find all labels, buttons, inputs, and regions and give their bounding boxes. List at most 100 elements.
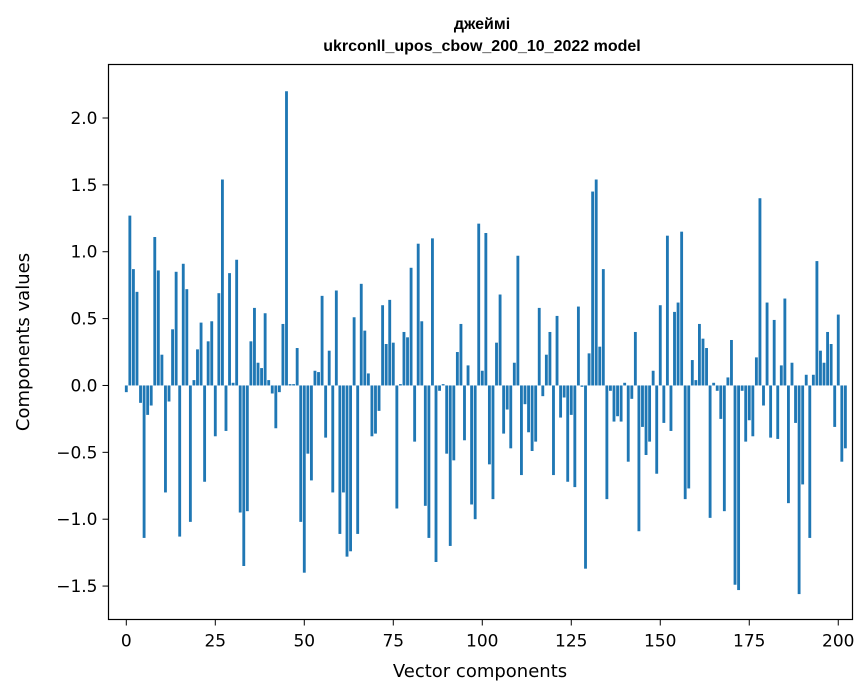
- bar: [612, 385, 616, 422]
- bar: [260, 368, 263, 386]
- bar-series: [124, 91, 847, 595]
- x-tick-label: 75: [382, 632, 404, 652]
- bar: [726, 377, 730, 386]
- bar: [416, 243, 420, 386]
- bar: [712, 382, 716, 386]
- bar: [313, 370, 317, 386]
- bar: [331, 385, 335, 493]
- bar: [395, 385, 399, 509]
- bar: [644, 385, 648, 455]
- bar: [302, 385, 306, 573]
- bar: [292, 384, 296, 386]
- bar: [349, 385, 352, 552]
- bar: [730, 339, 733, 386]
- bar: [598, 346, 602, 386]
- plot-frame: [107, 63, 854, 621]
- bar: [224, 385, 228, 431]
- bar: [662, 385, 666, 423]
- bar: [270, 385, 274, 394]
- bar: [431, 238, 434, 386]
- bar: [530, 385, 534, 451]
- x-tick-label: 125: [555, 632, 587, 652]
- y-tick-label: 1.0: [70, 243, 97, 263]
- bar: [673, 311, 676, 386]
- bar: [804, 374, 808, 386]
- bar: [473, 385, 477, 520]
- x-tick-label: 150: [644, 632, 676, 652]
- bar: [619, 385, 623, 422]
- bar: [455, 352, 459, 386]
- bar: [135, 291, 139, 386]
- bar: [523, 385, 527, 405]
- bar: [220, 179, 224, 386]
- bar: [277, 385, 281, 393]
- bar: [128, 215, 132, 386]
- bar: [566, 385, 570, 482]
- x-tick-label: 50: [293, 632, 315, 652]
- bar: [448, 385, 452, 546]
- bar: [160, 354, 164, 386]
- bar: [317, 372, 320, 386]
- bar: [559, 385, 563, 418]
- bar: [680, 231, 684, 386]
- bar: [213, 385, 217, 437]
- bar: [249, 341, 253, 386]
- bar: [406, 337, 409, 386]
- bar: [381, 305, 385, 386]
- bar: [626, 385, 630, 462]
- bar: [235, 259, 239, 386]
- bar: [790, 362, 794, 386]
- x-axis-label: Vector components: [393, 661, 567, 682]
- bar: [434, 385, 438, 562]
- bar: [409, 267, 413, 386]
- bar: [388, 299, 392, 386]
- bar: [690, 360, 694, 386]
- bar: [495, 342, 498, 386]
- bar: [192, 380, 196, 386]
- bar: [363, 330, 367, 386]
- bar: [267, 380, 271, 386]
- bar: [776, 385, 780, 439]
- bar: [562, 385, 566, 398]
- bar: [324, 385, 328, 438]
- bar: [687, 385, 691, 489]
- bar: [808, 385, 812, 538]
- y-tick-label: −0.5: [56, 443, 97, 463]
- bar: [320, 295, 324, 386]
- bar: [591, 191, 595, 386]
- bar: [701, 338, 705, 386]
- bar: [698, 323, 701, 386]
- bar: [164, 385, 167, 493]
- bar: [765, 302, 769, 386]
- bar: [630, 385, 634, 399]
- bar: [327, 350, 331, 386]
- bar: [648, 385, 652, 442]
- bar: [737, 385, 741, 591]
- bar: [487, 385, 491, 465]
- bar: [206, 341, 210, 386]
- y-tick-label: −1.0: [56, 510, 97, 530]
- bar: [502, 385, 506, 434]
- bar: [149, 385, 153, 406]
- bar: [836, 314, 840, 386]
- y-tick-label: 0.0: [70, 376, 97, 396]
- bar: [306, 385, 310, 454]
- bar: [131, 269, 135, 386]
- bar: [722, 385, 726, 512]
- bar: [484, 233, 488, 386]
- bar: [605, 385, 609, 500]
- bar: [787, 385, 790, 504]
- bar: [491, 385, 495, 500]
- bar: [747, 385, 751, 421]
- bar: [463, 385, 466, 441]
- bar: [196, 349, 199, 386]
- bar: [819, 350, 822, 386]
- bar: [498, 294, 502, 386]
- bar: [452, 385, 456, 461]
- bar: [537, 307, 541, 386]
- bar: [665, 235, 669, 386]
- y-axis-label: Components values: [13, 253, 34, 431]
- bar: [569, 385, 573, 415]
- bar: [733, 385, 737, 585]
- x-tick-label: 100: [466, 632, 498, 652]
